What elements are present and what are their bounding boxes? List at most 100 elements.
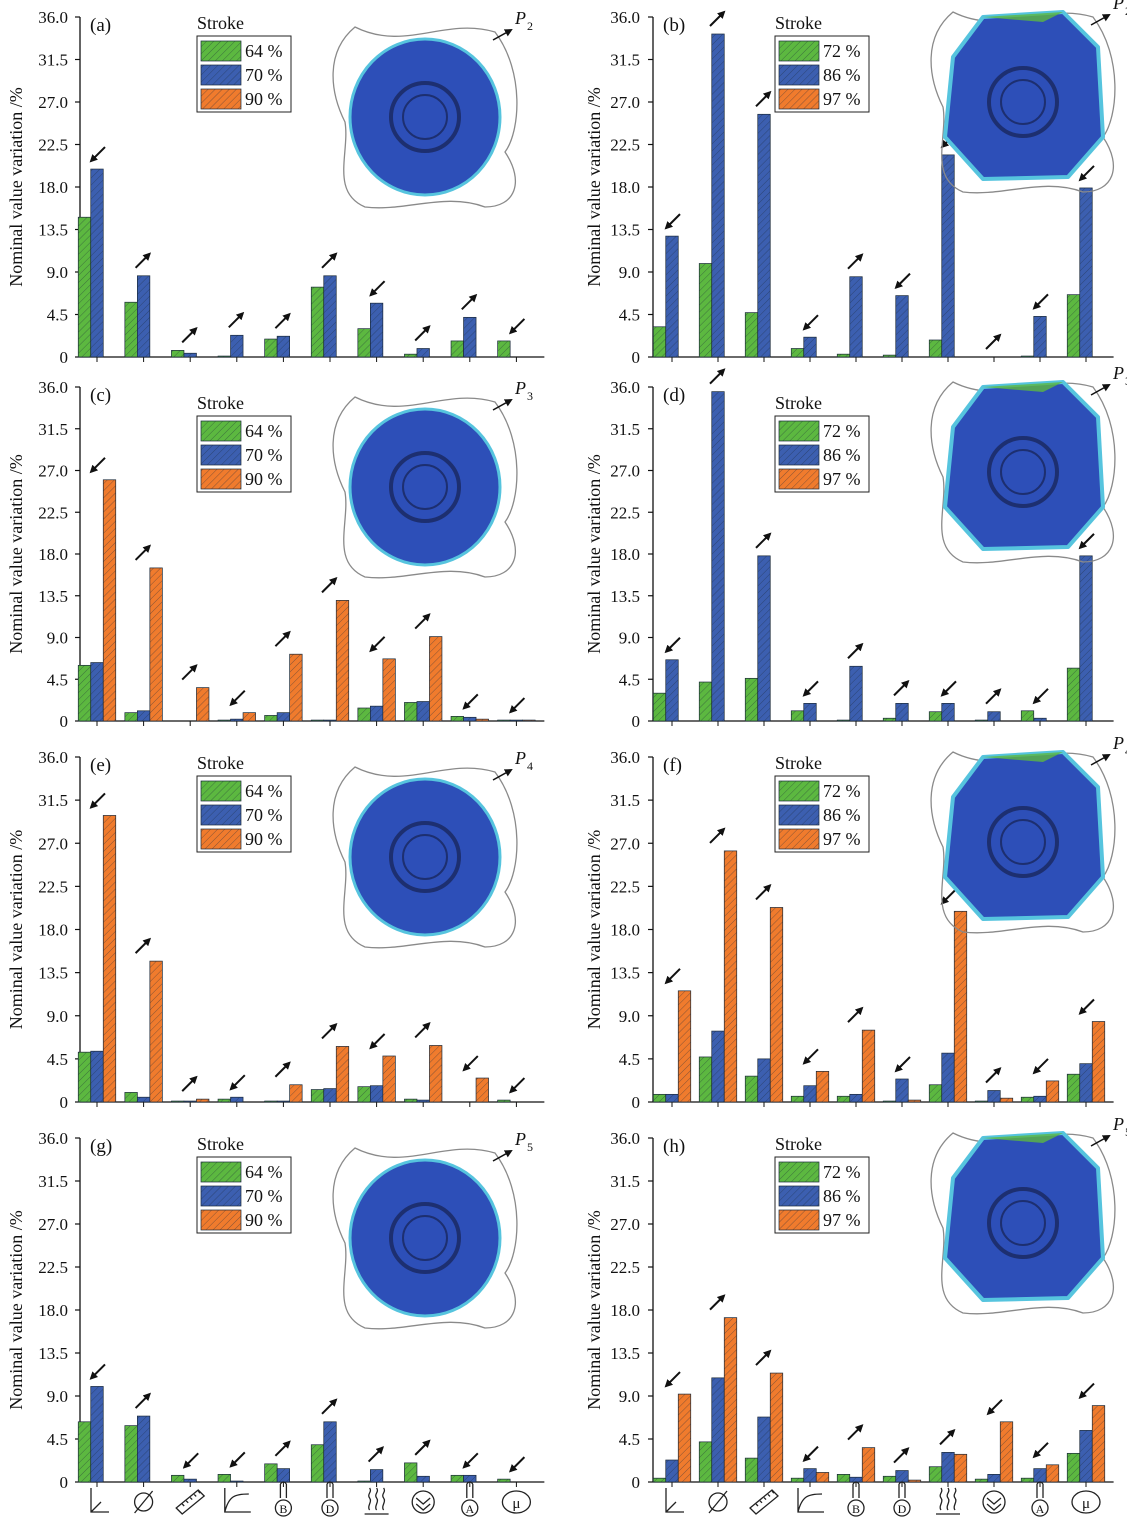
bar-2	[183, 1100, 197, 1103]
bar-3	[1091, 1405, 1106, 1483]
point-label: P	[1112, 733, 1124, 753]
y-tick-label: 4.5	[619, 1430, 640, 1449]
trend-arrow	[508, 1077, 526, 1094]
bar-1	[497, 340, 511, 358]
bar-2	[370, 1469, 384, 1483]
chart-panel: 0 4.5 9.0 13.5 18.0 22.5 27.0 31.5 36.0 Nominal v…	[6, 8, 545, 367]
bar-2	[895, 703, 909, 722]
legend-entry: 86 %	[823, 65, 861, 85]
trend-arrow	[847, 642, 864, 659]
bar-2	[509, 719, 523, 722]
bar-1	[790, 1095, 805, 1103]
trend-arrow	[755, 884, 772, 901]
bar-2	[987, 711, 1001, 722]
trend-arrow	[709, 10, 726, 27]
y-tick-label: 27.0	[610, 93, 640, 112]
bar-1	[836, 353, 851, 358]
bar-3	[769, 1372, 784, 1483]
bar-3	[335, 600, 350, 722]
y-tick-label: 13.5	[610, 964, 640, 983]
y-tick-label: 31.5	[38, 51, 68, 70]
y-tick-label: 36.0	[38, 378, 68, 397]
trend-arrow	[985, 333, 1002, 350]
y-tick-label: 36.0	[610, 748, 640, 767]
y-tick-label: 9.0	[619, 629, 640, 648]
bar-1	[77, 1051, 92, 1103]
bar-2	[276, 335, 290, 358]
bar-2	[137, 1096, 151, 1103]
legend-entry: 86 %	[823, 805, 861, 825]
point-label: P	[514, 1129, 526, 1149]
trend-arrow	[802, 680, 819, 697]
bar-2	[230, 1480, 244, 1483]
bar-1	[790, 710, 805, 722]
thermometer-b-icon: B	[847, 1481, 865, 1517]
trend-arrow	[986, 1399, 1003, 1416]
diameter-icon	[708, 1490, 728, 1514]
bar-2	[276, 712, 290, 722]
trend-arrow	[802, 1048, 819, 1065]
bar-1	[698, 681, 713, 722]
bar-3	[475, 1077, 489, 1103]
y-axis-label: Nominal value variation /%	[584, 830, 604, 1029]
trend-arrow	[508, 697, 526, 714]
bar-1	[404, 702, 418, 722]
bar-3	[815, 1070, 830, 1103]
bar-2	[90, 1386, 104, 1483]
trend-arrow	[228, 311, 245, 328]
trend-arrow	[893, 679, 910, 697]
trend-arrow	[134, 937, 152, 954]
y-tick-label: 0	[632, 712, 641, 731]
bar-2	[1079, 1063, 1093, 1103]
bar-2	[941, 703, 955, 722]
bar-2	[757, 1416, 771, 1483]
thermometer-d-icon: D	[321, 1481, 339, 1517]
y-tick-label: 27.0	[610, 462, 640, 481]
bar-1	[450, 340, 464, 358]
bar-1	[836, 1095, 851, 1103]
trend-arrow	[709, 368, 726, 385]
y-tick-label: 36.0	[38, 748, 68, 767]
legend-entry: 64 %	[245, 41, 283, 61]
legend-swatch	[778, 468, 820, 490]
bar-1	[171, 1474, 185, 1483]
bar-3	[1045, 1464, 1060, 1483]
y-tick-label: 31.5	[38, 1172, 68, 1191]
bar-2	[1079, 1430, 1093, 1483]
y-tick-label: 18.0	[610, 1301, 640, 1320]
point-label: P	[1112, 1114, 1124, 1134]
heat-waves-icon	[364, 1487, 389, 1515]
bar-1	[404, 1462, 418, 1483]
y-tick-label: 0	[632, 1093, 641, 1112]
legend-entry: 72 %	[823, 421, 861, 441]
bar-1	[1066, 667, 1081, 722]
point-subscript: 4	[1125, 744, 1127, 758]
bar-1	[357, 1086, 371, 1103]
bar-1	[497, 1099, 511, 1103]
bar-2	[1079, 187, 1093, 358]
bar-3	[999, 1097, 1014, 1103]
trend-arrow	[508, 1456, 526, 1473]
trend-arrow	[1032, 1058, 1049, 1075]
legend-swatch	[200, 64, 242, 86]
thermometer-a-icon: A	[461, 1481, 479, 1517]
trend-arrow	[414, 325, 431, 342]
trend-arrow	[1078, 533, 1095, 550]
bar-1	[928, 1084, 943, 1103]
y-tick-label: 18.0	[610, 545, 640, 564]
trend-arrow	[1078, 1382, 1095, 1399]
bar-1	[928, 1466, 943, 1483]
trend-arrow	[274, 312, 291, 329]
bar-1	[124, 1425, 138, 1483]
bar-2	[803, 336, 817, 358]
legend-swatch	[200, 444, 242, 466]
panel-label: (d)	[663, 385, 685, 406]
trend-arrow	[847, 1424, 864, 1441]
bar-3	[907, 1479, 922, 1483]
legend-swatch	[200, 88, 242, 110]
bar-2	[849, 1093, 863, 1103]
bar-1	[882, 1100, 897, 1103]
bar-2	[1033, 316, 1047, 358]
point-subscript: 3	[1125, 374, 1127, 388]
